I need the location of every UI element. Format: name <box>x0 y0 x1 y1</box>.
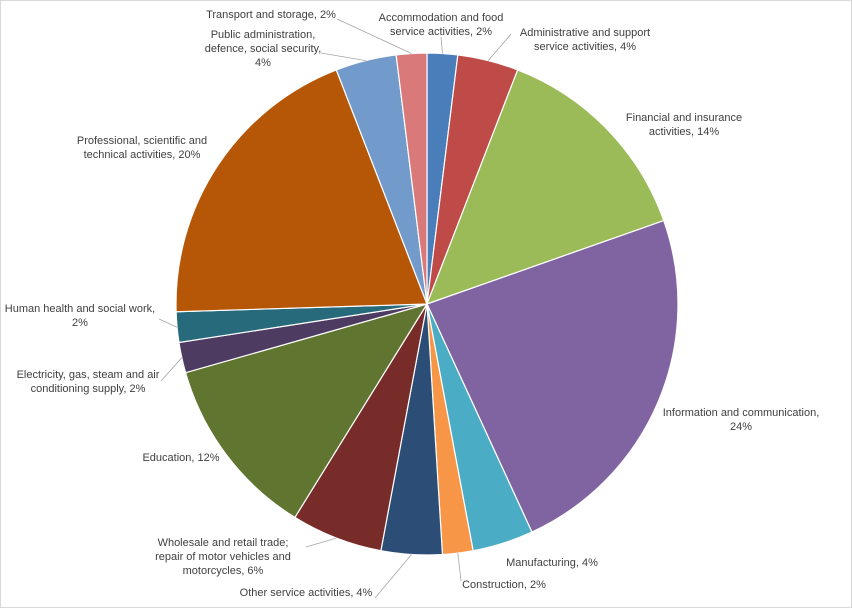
pie-slice-4 <box>426 219 679 533</box>
leader-line-10 <box>160 357 183 382</box>
leader-line-6 <box>457 553 462 582</box>
pie-slice-12 <box>175 69 428 313</box>
data-label-line: Human health and social work, <box>5 303 155 315</box>
data-label-line: Manufacturing, 4% <box>506 557 598 569</box>
data-label-line: repair of motor vehicles and <box>155 551 291 563</box>
data-label-6: Construction, 2% <box>462 579 546 591</box>
data-label-line: defence, social security, <box>205 43 322 55</box>
data-label-line: Electricity, gas, steam and air <box>17 369 160 381</box>
leader-line-11 <box>158 318 178 328</box>
data-label-line: Financial and insurance <box>626 112 742 124</box>
data-label-8: Wholesale and retail trade; repair of mot… <box>155 537 291 577</box>
data-label-line: technical activities, 20% <box>84 149 201 161</box>
data-label-line: Wholesale and retail trade; <box>158 537 289 549</box>
data-label-line: conditioning supply, 2% <box>31 383 146 395</box>
data-label-line: Other service activities, 4% <box>240 587 373 599</box>
data-label-line: Transport and storage, 2% <box>206 9 336 21</box>
data-label-7: Other service activities, 4% <box>240 587 373 599</box>
data-label-line: Construction, 2% <box>462 579 546 591</box>
data-label-line: 24% <box>730 421 752 433</box>
leader-line-14 <box>336 18 412 54</box>
data-label-line: Administrative and support <box>520 27 650 39</box>
data-label-line: Professional, scientific and <box>77 135 207 147</box>
data-label-line: Accommodation and food <box>379 12 504 24</box>
data-label-9: Education, 12% <box>142 452 219 464</box>
leader-line-1 <box>440 36 443 54</box>
data-label-line: Education, 12% <box>142 452 219 464</box>
data-label-line: 2% <box>72 317 88 329</box>
data-label-5: Manufacturing, 4% <box>506 557 598 569</box>
data-label-line: service activities, 2% <box>390 26 492 38</box>
data-label-line: 4% <box>255 57 271 69</box>
data-label-14: Transport and storage, 2% <box>206 9 336 21</box>
data-label-line: activities, 14% <box>649 126 720 138</box>
data-label-4: Information and communication, 24% <box>663 407 820 433</box>
data-label-10: Electricity, gas, steam and air condition… <box>17 369 160 395</box>
data-label-12: Professional, scientific and technical ac… <box>77 135 207 161</box>
data-label-11: Human health and social work, 2% <box>5 303 155 329</box>
data-label-3: Financial and insurance activities, 14% <box>626 112 742 138</box>
data-label-line: Public administration, <box>211 29 316 41</box>
data-label-1: Accommodation and food service activities… <box>379 12 504 38</box>
data-label-line: service activities, 4% <box>534 41 636 53</box>
data-label-line: motorcycles, 6% <box>183 565 264 577</box>
pie-slice-3 <box>425 69 665 305</box>
leader-line-8 <box>305 537 337 548</box>
leader-line-13 <box>320 52 366 61</box>
slices-layer <box>175 52 679 556</box>
leader-line-7 <box>374 554 412 599</box>
leader-line-2 <box>487 33 512 61</box>
data-label-13: Public administration, defence, social se… <box>205 29 322 69</box>
data-label-line: Information and communication, <box>663 407 820 419</box>
pie-slice-14 <box>395 52 428 305</box>
pie-slice-9 <box>184 302 429 519</box>
leader-lines-layer <box>158 18 512 599</box>
data-labels-layer: Accommodation and food service activities… <box>5 9 819 599</box>
data-label-2: Administrative and support service activi… <box>520 27 650 53</box>
